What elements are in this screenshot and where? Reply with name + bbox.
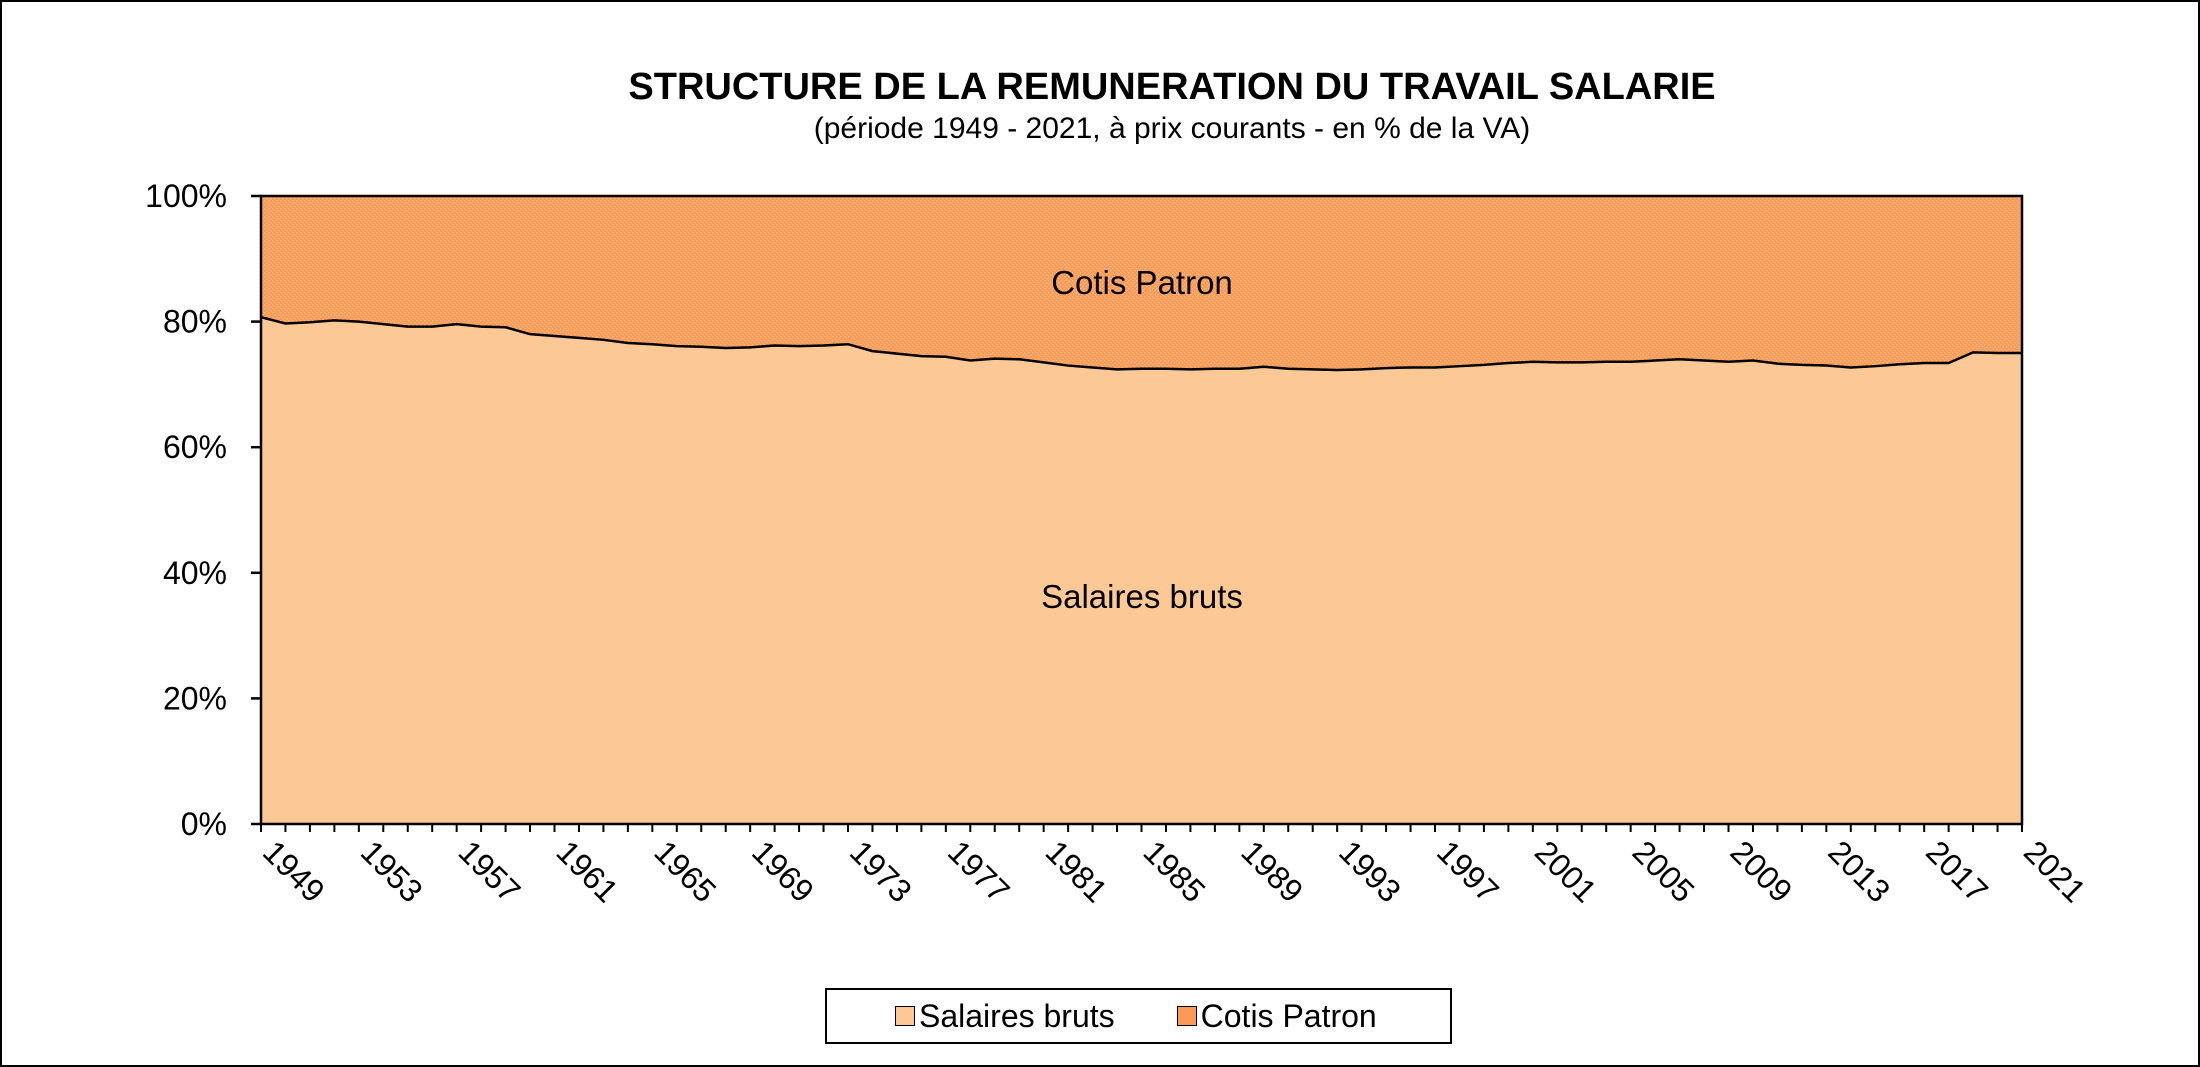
x-tick-label: 1953 — [354, 833, 430, 909]
y-tick-label: 20% — [163, 680, 227, 716]
x-tick-label: 2021 — [2017, 833, 2093, 909]
x-tick-label: 2005 — [1626, 833, 1702, 909]
area-label-salaires-bruts: Salaires bruts — [1041, 578, 1243, 615]
x-tick-label: 1985 — [1137, 833, 1213, 909]
y-tick-label: 80% — [163, 304, 227, 340]
x-tick-label: 1997 — [1430, 833, 1506, 909]
x-tick-label: 1993 — [1332, 833, 1408, 909]
y-tick-label: 100% — [145, 178, 227, 214]
area-label-cotis-patron: Cotis Patron — [1051, 264, 1233, 301]
x-tick-label: 2001 — [1528, 833, 1604, 909]
x-tick-label: 1989 — [1234, 833, 1310, 909]
x-tick-labels: 1949 1953 1957 1961 1965 1969 1973 1977 1981 1985… — [256, 824, 2093, 909]
y-tick-label: 0% — [181, 806, 227, 842]
chart-title: STRUCTURE DE LA REMUNERATION DU TRAVAIL … — [628, 66, 1715, 108]
series-boundary-line — [260, 315, 2022, 372]
legend-swatch-salaires-bruts — [895, 1006, 915, 1026]
x-tick-label: 2013 — [1821, 833, 1897, 909]
y-tick-label: 40% — [163, 555, 227, 591]
legend-swatch-cotis-patron — [1176, 1006, 1197, 1026]
x-tick-label: 1973 — [843, 833, 919, 909]
chart-subtitle: (période 1949 - 2021, à prix courants - … — [814, 112, 1531, 145]
legend-label-cotis-patron: Cotis Patron — [1200, 997, 1377, 1034]
x-tick-label: 1981 — [1039, 833, 1115, 909]
legend-label-salaires-bruts: Salaires bruts — [919, 997, 1115, 1034]
x-tick-label: 1965 — [647, 833, 723, 909]
x-tick-label: 2017 — [1919, 833, 1995, 909]
x-tick-label: 1977 — [941, 833, 1017, 909]
y-tick-label: 60% — [163, 429, 227, 465]
legend-item-cotis-patron: Cotis Patron — [1176, 997, 1377, 1035]
x-tick-label: 2009 — [1724, 833, 1800, 909]
chart-legend: Salaires bruts Cotis Patron — [825, 988, 1452, 1044]
y-tick-labels: 0% 20% 40% 60% 80% 100% — [145, 178, 261, 842]
x-tick-label: 1949 — [256, 833, 332, 909]
x-tick-label: 1957 — [452, 833, 528, 909]
area-cotis-patron — [261, 196, 2022, 370]
area-salaires-bruts — [261, 317, 2022, 824]
plot-areas — [260, 196, 2022, 824]
legend-item-salaires-bruts: Salaires bruts — [895, 998, 1115, 1035]
x-tick-label: 1961 — [550, 833, 626, 909]
x-tick-label: 1969 — [745, 833, 821, 909]
